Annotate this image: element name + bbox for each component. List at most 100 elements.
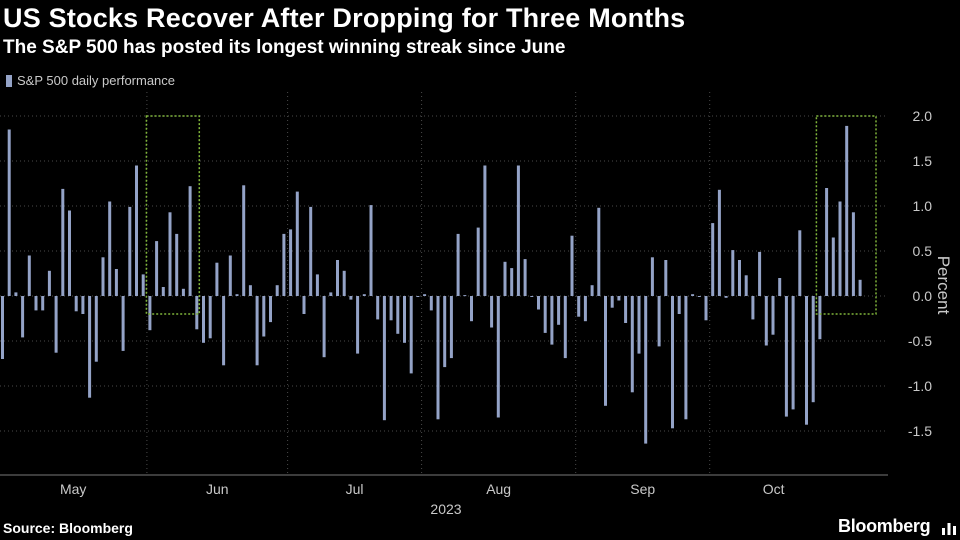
bar: [744, 275, 748, 296]
bar: [664, 260, 668, 296]
bar: [181, 288, 185, 296]
bar: [637, 296, 641, 354]
bar: [141, 274, 145, 296]
bar: [758, 251, 762, 296]
bar: [61, 188, 65, 296]
bar: [778, 278, 782, 296]
bar: [34, 296, 38, 311]
x-tick-label: Jun: [206, 481, 229, 497]
bar: [811, 296, 815, 403]
x-tick-label: Oct: [763, 481, 785, 497]
y-tick-label: -0.5: [908, 333, 932, 349]
bar: [543, 296, 547, 333]
bar: [41, 296, 45, 311]
bar: [88, 296, 92, 398]
bar: [269, 296, 272, 323]
bar: [382, 296, 386, 421]
x-axis-year-label: 2023: [430, 501, 461, 517]
bar: [791, 296, 795, 410]
legend-label: S&P 500 daily performance: [17, 73, 176, 88]
bar: [429, 296, 433, 311]
bar: [128, 206, 132, 296]
x-tick-label: May: [60, 481, 86, 497]
bar: [711, 223, 715, 296]
bar: [1, 296, 4, 359]
bar: [650, 257, 654, 296]
bar: [764, 296, 768, 346]
bar: [523, 259, 527, 296]
y-tick-label: 1.5: [913, 153, 933, 169]
y-tick-label: -1.0: [908, 378, 932, 394]
bar: [577, 296, 581, 317]
bar: [222, 296, 226, 366]
bar: [148, 296, 152, 331]
bar: [845, 125, 849, 297]
bar: [68, 210, 71, 296]
bar: [416, 296, 420, 297]
bar: [496, 296, 500, 418]
bar-chart-icon: [942, 523, 956, 535]
bar: [476, 227, 480, 296]
bar: [248, 285, 252, 296]
x-tick-label: Sep: [630, 481, 655, 497]
bar: [516, 165, 520, 296]
bar: [54, 296, 58, 353]
bar: [322, 296, 326, 358]
highlight-box: [145, 115, 201, 315]
bar: [704, 296, 708, 321]
bar: [114, 269, 118, 296]
bar: [590, 285, 594, 296]
bar: [738, 260, 741, 296]
bar: [27, 255, 31, 296]
chart-legend: S&P 500 daily performance: [6, 73, 175, 88]
bar: [463, 295, 467, 297]
bar: [282, 233, 286, 296]
bar: [188, 186, 192, 296]
bar: [362, 294, 366, 296]
bar: [342, 270, 346, 296]
bar: [570, 235, 574, 296]
bar: [805, 296, 808, 425]
bar: [175, 233, 179, 296]
source-note: Source: Bloomberg: [3, 520, 133, 536]
bar: [369, 205, 373, 296]
bar: [356, 296, 360, 354]
bar: [108, 201, 112, 296]
bar: [771, 296, 775, 335]
bar: [396, 296, 400, 334]
bar: [376, 296, 380, 320]
bar: [315, 274, 319, 296]
bar: [677, 296, 681, 314]
bar: [168, 212, 172, 296]
bar: [255, 296, 259, 366]
bar: [470, 296, 473, 322]
bar: [423, 294, 427, 296]
bar: [449, 296, 453, 359]
bar: [7, 129, 11, 296]
bar: [443, 296, 447, 368]
bar: [202, 296, 205, 343]
bar: [228, 255, 232, 296]
bar: [242, 185, 246, 296]
brand-wordmark: Bloomberg: [838, 516, 931, 536]
bar: [302, 296, 306, 314]
bar: [671, 296, 674, 429]
highlight-box: [815, 115, 877, 315]
chart-title: US Stocks Recover After Dropping for Thr…: [3, 3, 686, 33]
bar: [215, 262, 219, 296]
bar: [825, 188, 829, 296]
y-tick-label: 0.0: [913, 288, 933, 304]
bar: [262, 296, 266, 337]
bar: [657, 296, 661, 347]
bar: [389, 296, 393, 321]
bar: [295, 191, 299, 296]
bar: [510, 268, 514, 296]
bar: [483, 165, 487, 296]
bar: [503, 261, 507, 296]
bar: [47, 270, 51, 296]
bar: [135, 165, 138, 296]
bar: [610, 296, 614, 308]
bar: [731, 250, 735, 296]
bar: [289, 229, 293, 296]
